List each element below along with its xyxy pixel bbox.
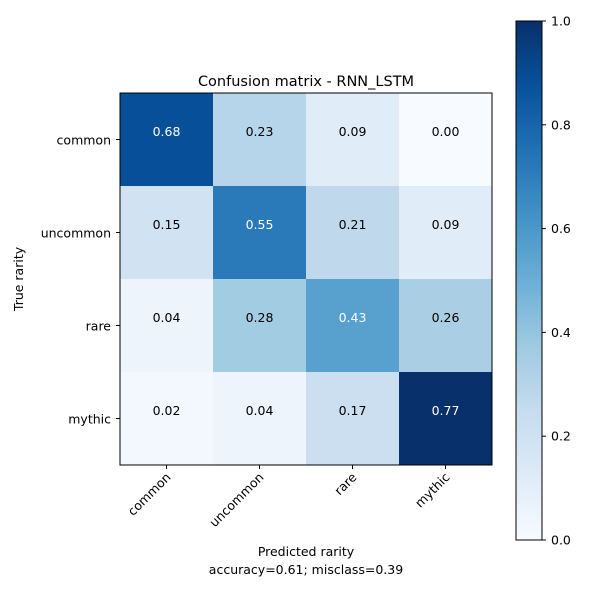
colorbar-tick-label: 0.2	[551, 429, 571, 444]
heatmap-cell	[120, 372, 213, 465]
colorbar-tick-label: 0.6	[551, 221, 571, 236]
y-tick-label: rare	[86, 319, 112, 334]
colorbar-tick-label: 0.4	[551, 325, 571, 340]
colorbar-tick-label: 0.8	[551, 117, 571, 132]
heatmap-cells: 0.68 0.23 0.09 0.00 0.15 0.55 0.21 0.09 0.04 0.28…	[120, 93, 492, 465]
heatmap-cell	[213, 372, 306, 465]
chart-title: Confusion matrix - RNN_LSTM	[198, 74, 414, 90]
plot-frame	[119, 92, 493, 466]
heatmap-cell	[399, 372, 492, 465]
cell-value-label: 0.28	[246, 310, 274, 325]
heatmap-cell	[306, 372, 399, 465]
colorbar-tick-label: 0.0	[551, 533, 571, 548]
x-axis: common uncommon rare mythic	[125, 465, 453, 530]
heatmap-cell	[306, 186, 399, 279]
colorbar	[515, 20, 543, 541]
cell-value-label: 0.09	[432, 217, 460, 232]
cell-value-label: 0.43	[339, 310, 367, 325]
heatmap-cell	[306, 93, 399, 186]
heatmap-cell	[120, 279, 213, 372]
colorbar-tick-label: 1.0	[551, 14, 571, 29]
heatmap-cell	[120, 186, 213, 279]
y-tick-label: uncommon	[41, 226, 111, 241]
heatmap-cell	[399, 279, 492, 372]
cell-value-label: 0.17	[339, 403, 367, 418]
heatmap-cell	[306, 279, 399, 372]
x-axis-label: Predicted rarity	[258, 544, 355, 559]
x-tick-label: uncommon	[206, 470, 266, 530]
y-tick-label: mythic	[68, 412, 111, 427]
y-axis-label: True rarity	[11, 246, 26, 312]
cell-value-label: 0.09	[339, 124, 367, 139]
cell-value-label: 0.68	[153, 124, 181, 139]
heatmap-cell	[399, 186, 492, 279]
cell-value-label: 0.77	[432, 403, 460, 418]
colorbar-axis: 0.0 0.2 0.4 0.6 0.8 1.0	[542, 14, 571, 548]
accuracy-footer: accuracy=0.61; misclass=0.39	[209, 562, 403, 577]
heatmap-cell	[399, 93, 492, 186]
y-tick-label: common	[57, 133, 111, 148]
cell-value-label: 0.04	[246, 403, 274, 418]
cell-value-label: 0.00	[432, 124, 460, 139]
cell-value-label: 0.15	[153, 217, 181, 232]
cell-value-label: 0.02	[153, 403, 181, 418]
cell-value-label: 0.23	[246, 124, 274, 139]
y-axis: common uncommon rare mythic	[41, 133, 120, 427]
x-tick-label: rare	[331, 469, 360, 498]
heatmap-cell	[213, 279, 306, 372]
cell-value-label: 0.21	[339, 217, 367, 232]
x-tick-label: mythic	[412, 469, 453, 510]
heatmap-cell	[213, 186, 306, 279]
x-tick-label: common	[125, 470, 174, 519]
cell-value-label: 0.55	[246, 217, 274, 232]
heatmap-cell	[120, 93, 213, 186]
cell-value-label: 0.26	[432, 310, 460, 325]
heatmap-cell	[213, 93, 306, 186]
cell-value-label: 0.04	[153, 310, 181, 325]
